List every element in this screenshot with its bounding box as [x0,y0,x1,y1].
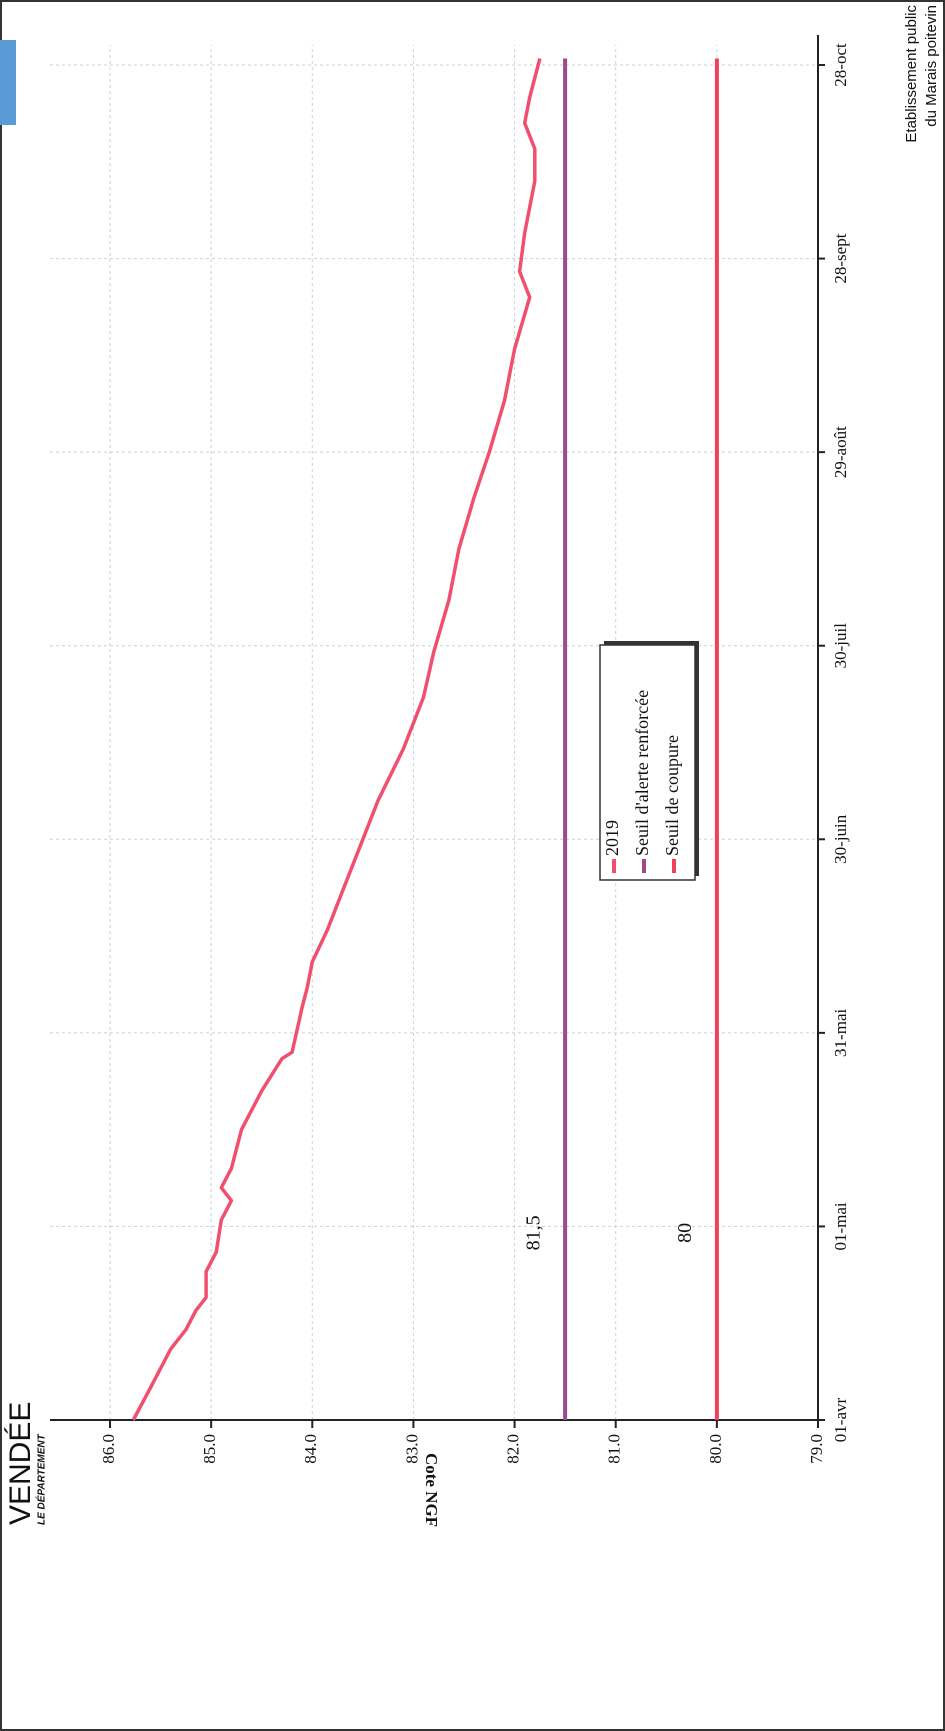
y-tick-label: 80.0 [706,1434,725,1464]
data-line [131,58,542,1421]
legend-label: 2019 [602,820,622,856]
annotation: 81,5 [522,1215,544,1250]
x-tick-label: 28-sept [831,233,850,283]
y-tick-label: 82.0 [503,1434,522,1464]
y-tick-label: 81.0 [605,1434,624,1464]
legend-label: Seuil d'alerte renforcée [632,690,652,856]
y-tick-label: 85.0 [200,1434,219,1464]
legend: 2019 Seuil d'alerte renforcée Seuil de cou… [599,641,699,881]
rotated-chart: VENDÉE LE DÉPARTEMENT Etablissement publ… [0,5,940,1527]
y-axis-label: Cote NGF [422,1453,441,1527]
x-tick-label: 30-juin [831,814,850,864]
x-tick-label: 28-oct [831,43,850,87]
logo-line: Etablissement public [903,5,920,143]
logo-subtitle: LE DÉPARTEMENT [35,1433,48,1525]
y-tick-label: 79.0 [807,1434,826,1464]
x-tick-label: 31-mai [831,1009,850,1057]
x-tick-label: 01-mai [831,1202,850,1250]
legend-box [599,644,696,881]
logo-name: VENDÉE [4,1402,37,1525]
y-tick-label: 84.0 [301,1434,320,1464]
logo-block [0,40,16,125]
x-tick-label: 01-avr [831,1397,850,1442]
x-tick-label: 30-juil [831,623,850,669]
logo-line: du Marais poitevin [923,5,940,127]
y-tick-label: 86.0 [99,1434,118,1464]
legend-label: Seuil de coupure [662,735,682,856]
x-tick-label: 29-août [831,426,850,478]
annotation: 80 [674,1223,696,1243]
y-tick-label: 83.0 [402,1434,421,1464]
